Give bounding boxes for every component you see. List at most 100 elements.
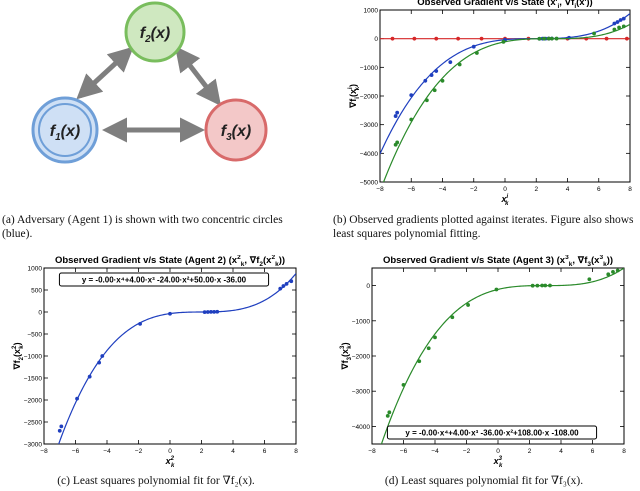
agent-graph: f2(x) f1(x) f3(x) — [31, 1, 268, 164]
data-point — [202, 310, 207, 314]
x-tick-label: −6 — [408, 186, 416, 193]
y-axis-label: ∇fi(xik) — [348, 84, 361, 108]
data-point — [205, 310, 210, 314]
y-tick-label: 500 — [31, 288, 42, 295]
fit-curve-series-2 — [382, 23, 630, 182]
x-tick-label: 0 — [168, 448, 172, 455]
data-point — [604, 36, 609, 41]
chart-b: Observed Gradient v/s State (xii, ∇fi(xi… — [348, 0, 632, 205]
x-tick-label: −4 — [103, 448, 111, 455]
data-point — [390, 36, 395, 41]
y-tick-label: −1000 — [352, 318, 371, 325]
data-point — [535, 283, 540, 288]
caption-c: (c) Least squares polynomial fit for ∇f₂… — [57, 475, 255, 487]
y-tick-label: −2000 — [352, 354, 371, 361]
x-tick-label: −2 — [470, 186, 478, 193]
y-tick-label: −3000 — [352, 389, 371, 396]
x-tick-label: −4 — [439, 186, 447, 193]
x-tick-label: 0 — [503, 186, 507, 193]
node-f1-adversary: f1(x) — [31, 96, 99, 164]
caption-b: (b) Observed gradients plotted against i… — [333, 214, 634, 240]
x-tick-label: 6 — [591, 448, 595, 455]
data-point — [592, 31, 596, 36]
data-point — [621, 16, 626, 21]
data-point — [606, 272, 611, 277]
data-point — [548, 283, 552, 288]
data-point — [540, 283, 544, 288]
data-point — [494, 287, 499, 292]
data-point — [611, 269, 615, 274]
x-tick-label: −8 — [376, 186, 384, 193]
data-point — [401, 382, 406, 387]
data-point — [429, 73, 434, 77]
data-point — [423, 78, 428, 83]
y-tick-label: −500 — [27, 332, 42, 339]
data-point — [433, 335, 437, 340]
data-point — [543, 283, 548, 288]
plot-frame — [43, 267, 297, 445]
y-tick-label: −1000 — [360, 65, 379, 72]
data-point — [434, 69, 439, 73]
y-axis-label: ∇f3(x3k) — [340, 342, 353, 369]
x-tick-label: 4 — [566, 186, 570, 193]
x-tick-label: 0 — [496, 448, 500, 455]
equation-box — [386, 425, 598, 440]
data-point — [612, 27, 617, 32]
x-tick-label: 8 — [622, 448, 626, 455]
y-tick-label: −4000 — [352, 424, 371, 431]
data-point — [395, 110, 400, 115]
chart-d: Observed Gradient v/s State (Agent 3) (x… — [340, 255, 626, 469]
data-point — [612, 21, 617, 26]
data-point — [393, 114, 398, 118]
data-point — [100, 354, 105, 358]
y-tick-label: −2500 — [24, 420, 43, 427]
x-tick-label: 6 — [597, 186, 601, 193]
data-point — [212, 309, 217, 314]
caption-d: (d) Least squares polynomial fit for ∇f₃… — [384, 475, 584, 487]
y-tick-label: −4000 — [360, 151, 379, 158]
data-point — [168, 311, 172, 316]
chart-title: Observed Gradient v/s State (xii, ∇fi(xi… — [417, 0, 592, 10]
y-tick-label: −2000 — [24, 398, 43, 405]
svg-text:f3(x): f3(x) — [221, 123, 251, 143]
edge-f1-f2 — [76, 46, 134, 100]
x-tick-label: 2 — [200, 448, 204, 455]
data-point — [395, 140, 400, 145]
data-point — [615, 20, 620, 24]
plot-frame — [371, 267, 625, 445]
fit-equation: y = -0.00·x⁴+4.00·x³ -24.00·x²+50.00·x -… — [82, 276, 247, 285]
x-axis-label: xi k — [500, 194, 509, 205]
x-tick-label: 6 — [263, 448, 267, 455]
y-tick-label: 1000 — [364, 8, 379, 15]
data-point — [450, 315, 455, 320]
y-tick-label: 0 — [38, 310, 42, 317]
x-tick-label: 2 — [528, 448, 532, 455]
y-tick-label: −3000 — [24, 442, 43, 449]
data-point — [617, 25, 621, 30]
data-point — [387, 410, 392, 415]
y-tick-label: −2000 — [360, 94, 379, 101]
y-tick-label: 0 — [366, 283, 370, 290]
data-point — [587, 277, 592, 282]
data-point — [542, 36, 546, 41]
x-tick-label: −2 — [463, 448, 471, 455]
x-tick-label: −2 — [135, 448, 143, 455]
y-tick-label: −3000 — [360, 122, 379, 129]
x-tick-label: −8 — [368, 448, 376, 455]
y-tick-label: 0 — [374, 36, 378, 43]
x-tick-label: 8 — [628, 186, 632, 193]
data-point — [549, 36, 554, 41]
x-tick-label: 4 — [559, 448, 563, 455]
data-point — [474, 51, 479, 55]
data-point — [554, 36, 559, 41]
caption-a: (a) Adversary (Agent 1) is shown with tw… — [2, 214, 283, 240]
data-point — [615, 268, 620, 273]
svg-text:f1(x): f1(x) — [50, 123, 80, 143]
data-point — [284, 281, 289, 286]
data-point — [621, 24, 626, 29]
y-tick-label: −1500 — [24, 376, 43, 383]
data-point — [456, 36, 461, 41]
data-point — [624, 36, 629, 41]
y-tick-label: 1000 — [28, 266, 43, 273]
x-tick-label: −6 — [72, 448, 80, 455]
